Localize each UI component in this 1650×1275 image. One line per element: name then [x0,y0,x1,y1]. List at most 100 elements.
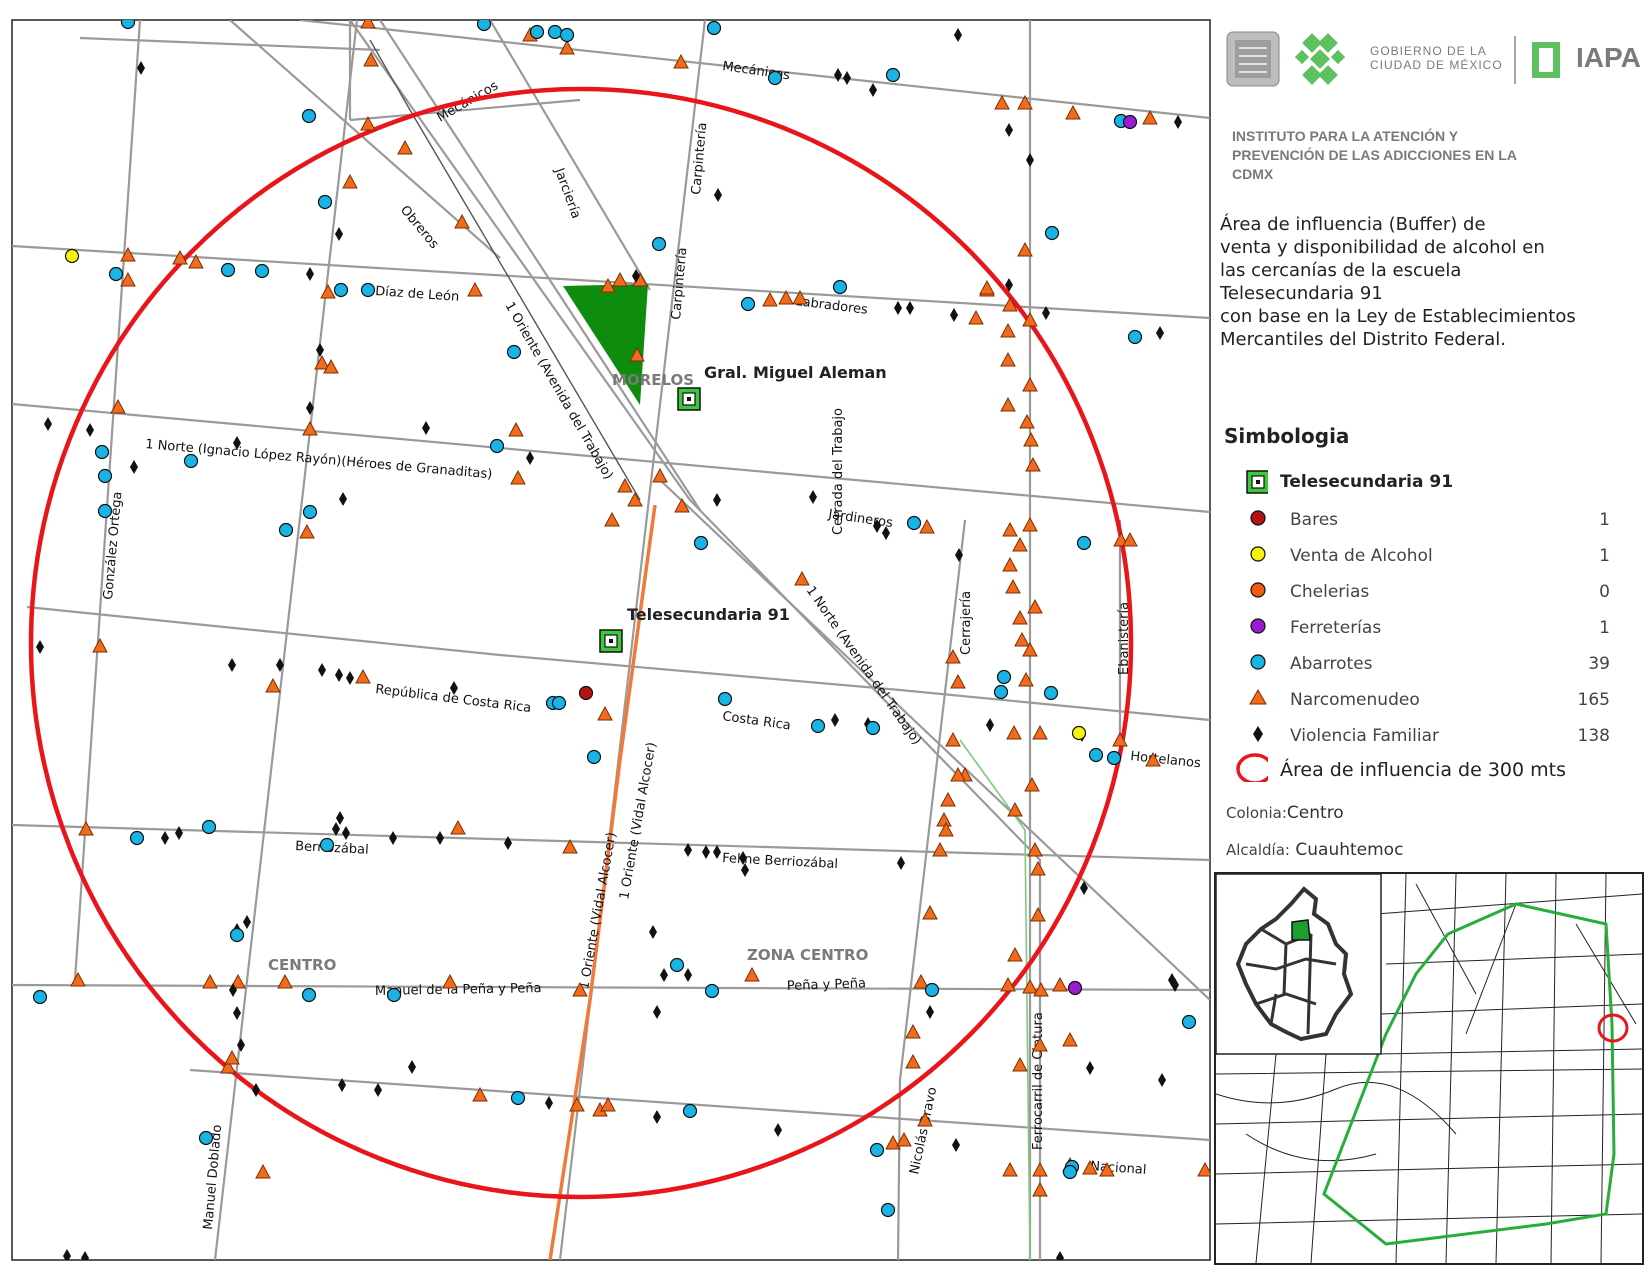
abarrotes-icon[interactable] [302,504,318,520]
narcomenudeo-icon[interactable] [363,51,379,67]
violencia-familiar-icon[interactable] [346,671,354,685]
narcomenudeo-icon[interactable] [70,971,86,987]
narcomenudeo-icon[interactable] [454,213,470,229]
narcomenudeo-icon[interactable] [265,677,281,693]
narcomenudeo-icon[interactable] [1012,536,1028,552]
violencia-familiar-icon[interactable] [228,658,236,672]
violencia-familiar-icon[interactable] [545,1096,553,1110]
narcomenudeo-icon[interactable] [302,420,318,436]
narcomenudeo-icon[interactable] [896,1131,912,1147]
violencia-familiar-icon[interactable] [233,436,241,450]
abarrotes-icon[interactable] [229,927,245,943]
narcomenudeo-icon[interactable] [572,981,588,997]
narcomenudeo-icon[interactable] [627,491,643,507]
violencia-familiar-icon[interactable] [1171,978,1179,992]
narcomenudeo-icon[interactable] [1007,946,1023,962]
abarrotes-icon[interactable] [767,70,783,86]
abarrotes-icon[interactable] [551,695,567,711]
narcomenudeo-icon[interactable] [945,648,961,664]
narcomenudeo-icon[interactable] [1030,906,1046,922]
violencia-familiar-icon[interactable] [335,227,343,241]
violencia-familiar-icon[interactable] [1156,326,1164,340]
abarrotes-icon[interactable] [1088,747,1104,763]
narcomenudeo-icon[interactable] [597,705,613,721]
violencia-familiar-icon[interactable] [316,343,324,357]
violencia-familiar-icon[interactable] [955,548,963,562]
school-marker-telesecundaria[interactable] [599,629,623,653]
violencia-familiar-icon[interactable] [436,831,444,845]
narcomenudeo-icon[interactable] [778,289,794,305]
ferreteria-icon[interactable] [1067,980,1083,996]
abarrotes-icon[interactable] [301,108,317,124]
violencia-familiar-icon[interactable] [684,843,692,857]
narcomenudeo-icon[interactable] [629,346,645,362]
abarrotes-icon[interactable] [1062,1164,1078,1180]
violencia-familiar-icon[interactable] [741,863,749,877]
abarrotes-icon[interactable] [1106,750,1122,766]
abarrotes-icon[interactable] [924,982,940,998]
narcomenudeo-icon[interactable] [945,731,961,747]
narcomenudeo-icon[interactable] [320,283,336,299]
narcomenudeo-icon[interactable] [604,511,620,527]
abarrotes-icon[interactable] [301,987,317,1003]
narcomenudeo-icon[interactable] [994,94,1010,110]
abarrotes-icon[interactable] [201,819,217,835]
narcomenudeo-icon[interactable] [950,766,966,782]
violencia-familiar-icon[interactable] [873,519,881,533]
narcomenudeo-icon[interactable] [562,838,578,854]
narcomenudeo-icon[interactable] [938,821,954,837]
violencia-familiar-icon[interactable] [336,811,344,825]
violencia-familiar-icon[interactable] [1026,153,1034,167]
violencia-familiar-icon[interactable] [504,836,512,850]
narcomenudeo-icon[interactable] [1012,609,1028,625]
violencia-familiar-icon[interactable] [229,983,237,997]
narcomenudeo-icon[interactable] [202,973,218,989]
narcomenudeo-icon[interactable] [1122,531,1138,547]
abarrotes-icon[interactable] [669,957,685,973]
abarrotes-icon[interactable] [476,18,492,32]
narcomenudeo-icon[interactable] [1000,976,1016,992]
violencia-familiar-icon[interactable] [739,851,747,865]
abarrotes-icon[interactable] [32,989,48,1005]
abarrotes-icon[interactable] [1127,329,1143,345]
school-marker-miguel-aleman[interactable] [677,387,701,411]
narcomenudeo-icon[interactable] [1022,311,1038,327]
abarrotes-icon[interactable] [510,1090,526,1106]
narcomenudeo-icon[interactable] [1007,801,1023,817]
abarrotes-icon[interactable] [220,262,236,278]
narcomenudeo-icon[interactable] [1032,724,1048,740]
abarrotes-icon[interactable] [717,691,733,707]
narcomenudeo-icon[interactable] [299,523,315,539]
narcomenudeo-icon[interactable] [255,1163,271,1179]
narcomenudeo-icon[interactable] [762,291,778,307]
abarrotes-icon[interactable] [183,453,199,469]
abarrotes-icon[interactable] [704,983,720,999]
violencia-familiar-icon[interactable] [653,1005,661,1019]
narcomenudeo-icon[interactable] [1022,516,1038,532]
narcomenudeo-icon[interactable] [1005,578,1021,594]
narcomenudeo-icon[interactable] [1025,456,1041,472]
violencia-familiar-icon[interactable] [318,663,326,677]
narcomenudeo-icon[interactable] [794,570,810,586]
violencia-familiar-icon[interactable] [526,451,534,465]
violencia-familiar-icon[interactable] [252,1083,260,1097]
abarrotes-icon[interactable] [120,16,136,30]
violencia-familiar-icon[interactable] [809,490,817,504]
violencia-familiar-icon[interactable] [342,826,350,840]
violencia-familiar-icon[interactable] [632,269,640,283]
narcomenudeo-icon[interactable] [1033,981,1049,997]
abarrotes-icon[interactable] [94,444,110,460]
venta-alcohol-icon[interactable] [1071,725,1087,741]
narcomenudeo-icon[interactable] [940,791,956,807]
violencia-familiar-icon[interactable] [306,401,314,415]
abarrotes-icon[interactable] [740,296,756,312]
narcomenudeo-icon[interactable] [1017,94,1033,110]
narcomenudeo-icon[interactable] [1002,556,1018,572]
abarrotes-icon[interactable] [1181,1014,1197,1030]
narcomenudeo-icon[interactable] [917,1111,933,1127]
violencia-familiar-icon[interactable] [339,492,347,506]
narcomenudeo-icon[interactable] [360,15,376,29]
narcomenudeo-icon[interactable] [1018,671,1034,687]
violencia-familiar-icon[interactable] [1080,881,1088,895]
narcomenudeo-icon[interactable] [1112,731,1128,747]
